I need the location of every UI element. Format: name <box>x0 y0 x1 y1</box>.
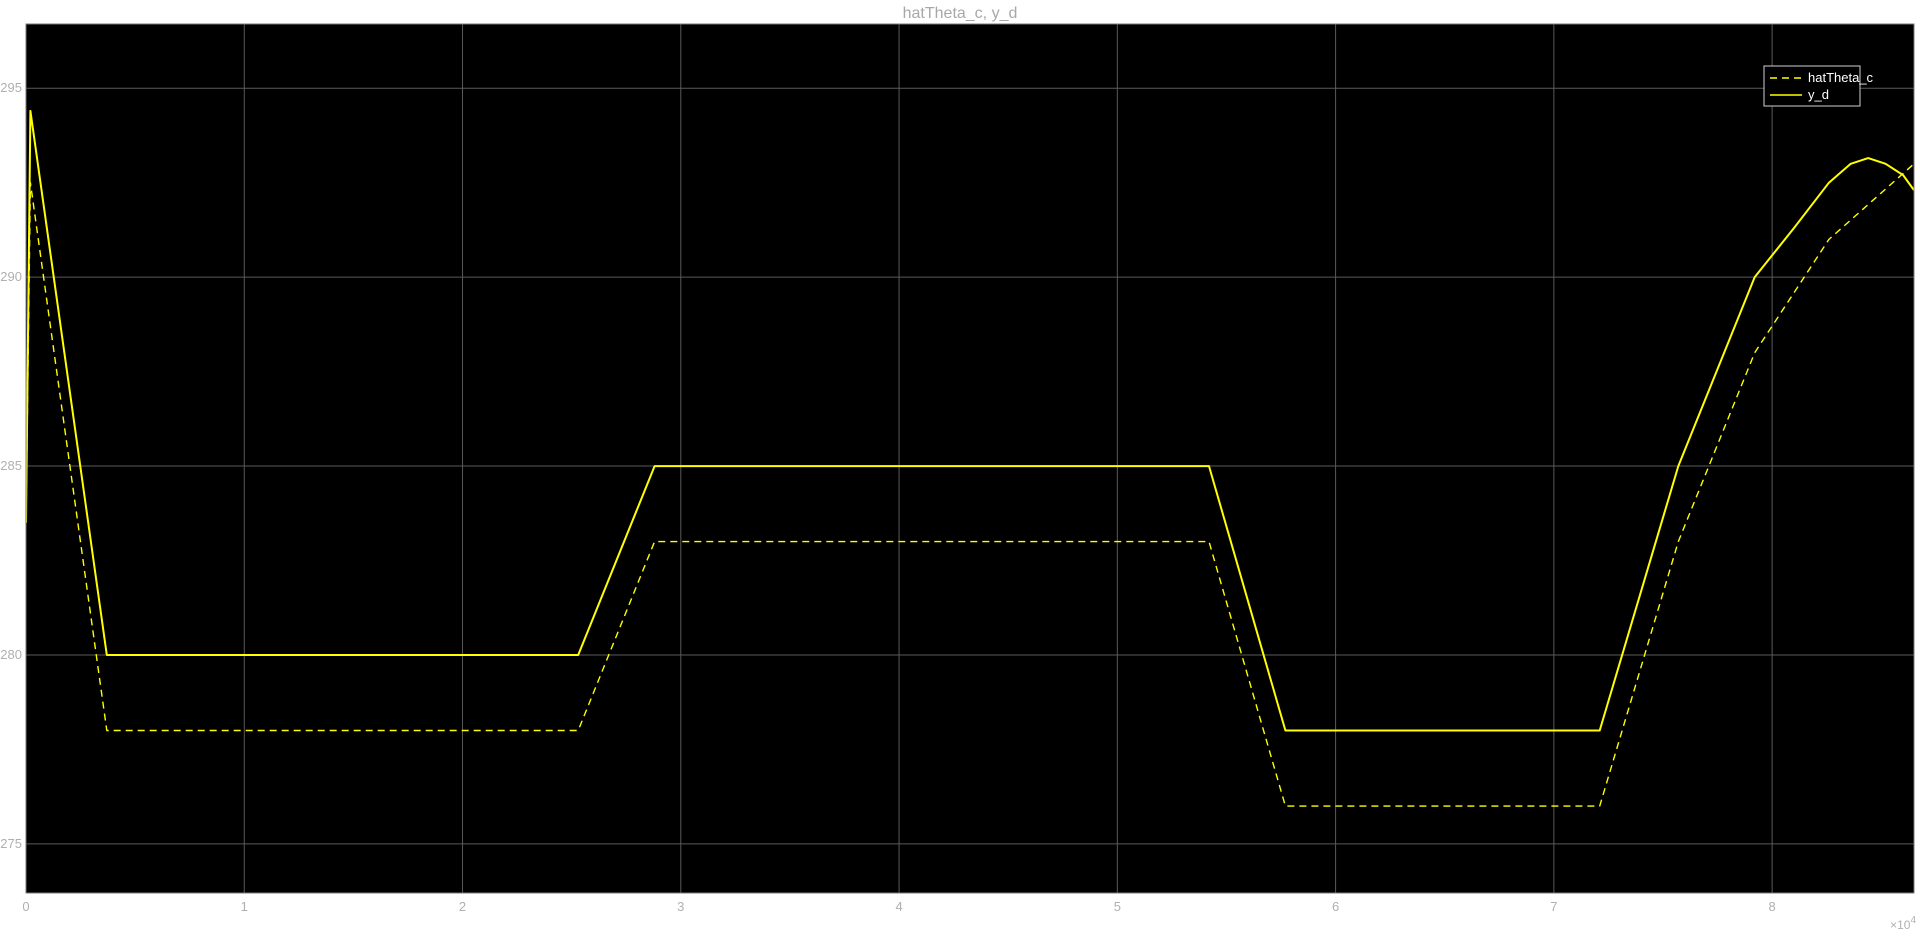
axes: 0 1 2 3 4 5 6 7 8 275 280 285 290 295 ×104 <box>0 23 1916 932</box>
y-tick-label: 275 <box>0 836 22 851</box>
x-tick-label: 3 <box>677 899 684 914</box>
x-tick-label: 6 <box>1332 899 1339 914</box>
chart-title: hatTheta_c, y_d <box>903 5 1018 22</box>
grid <box>25 24 1914 893</box>
plot-frame <box>25 23 1915 894</box>
x-tick-label: 1 <box>241 899 248 914</box>
x-tick-label: 0 <box>22 899 29 914</box>
plot-area <box>26 24 1914 893</box>
y-tick-label: 285 <box>0 458 22 473</box>
legend: hatTheta_c y_d <box>1763 65 1874 107</box>
y-tick-label: 295 <box>0 80 22 95</box>
x-tick-label: 8 <box>1769 899 1776 914</box>
x-exponent-label: ×104 <box>1890 915 1916 932</box>
legend-box <box>1763 65 1861 107</box>
series-layer <box>25 109 1915 807</box>
x-tick-label: 4 <box>895 899 902 914</box>
y-tick-label: 290 <box>0 269 22 284</box>
x-tick-label: 7 <box>1550 899 1557 914</box>
y-tick-label: 280 <box>0 647 22 662</box>
series-line-y-d <box>25 109 1915 732</box>
x-tick-label: 2 <box>459 899 466 914</box>
legend-entry-label: hatTheta_c <box>1808 70 1874 85</box>
x-tick-label: 5 <box>1114 899 1121 914</box>
legend-entry-label: y_d <box>1808 87 1829 102</box>
series-line-hattheta-c <box>25 163 1915 807</box>
